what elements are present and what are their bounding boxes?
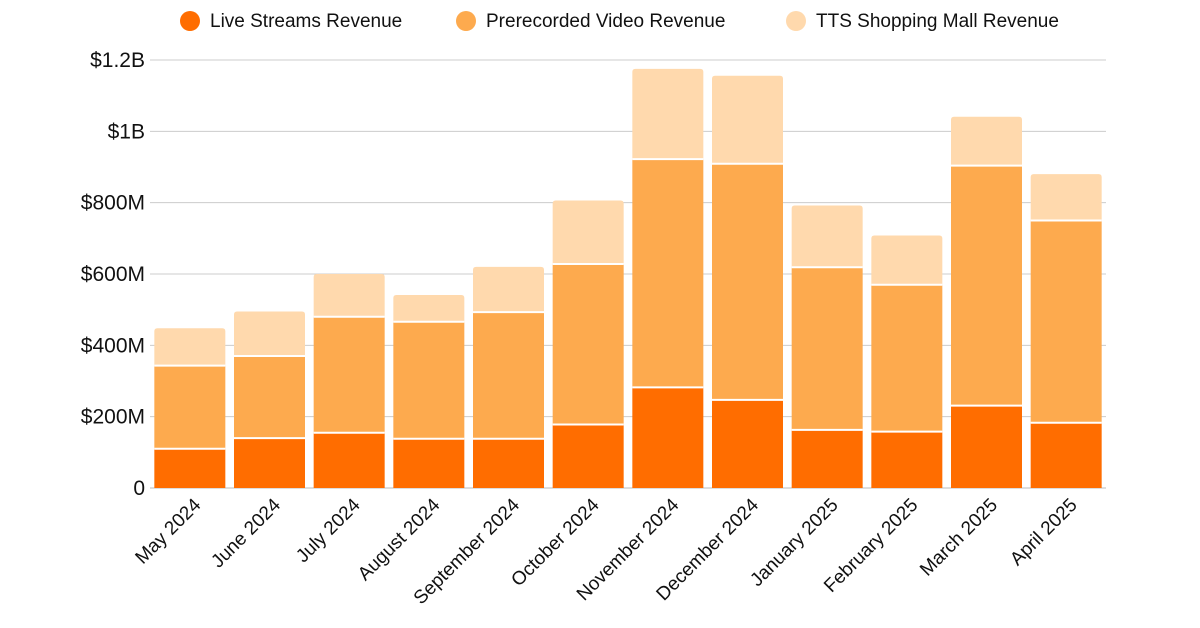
bar-tts-shopping-mall-revenue bbox=[154, 328, 226, 366]
legend-label: Live Streams Revenue bbox=[210, 11, 402, 32]
bar-tts-shopping-mall-revenue bbox=[791, 205, 863, 268]
legend: Live Streams Revenue Prerecorded Video Re… bbox=[180, 11, 1059, 32]
bar-prerecorded-video-revenue bbox=[712, 163, 783, 400]
y-tick-label: $1B bbox=[108, 120, 145, 143]
y-tick-label: $400M bbox=[81, 334, 145, 357]
bar-live-streams-revenue bbox=[1030, 422, 1102, 488]
y-tick-label: $1.2B bbox=[90, 49, 145, 72]
bar-prerecorded-video-revenue bbox=[473, 312, 544, 439]
x-category-label: May 2024 bbox=[132, 494, 206, 568]
bar-tts-shopping-mall-revenue bbox=[1030, 174, 1102, 221]
bar-tts-shopping-mall-revenue bbox=[632, 68, 704, 160]
bar-live-streams-revenue bbox=[473, 438, 544, 488]
bar-tts-shopping-mall-revenue bbox=[951, 116, 1022, 166]
bars bbox=[154, 68, 1102, 488]
x-category-label: April 2025 bbox=[1006, 495, 1081, 570]
bar-prerecorded-video-revenue bbox=[632, 159, 704, 388]
bar-live-streams-revenue bbox=[871, 431, 943, 488]
bar-prerecorded-video-revenue bbox=[791, 267, 863, 430]
bar-tts-shopping-mall-revenue bbox=[234, 311, 305, 357]
bar-live-streams-revenue bbox=[632, 387, 704, 488]
bar-live-streams-revenue bbox=[791, 429, 863, 488]
x-category-label: March 2025 bbox=[916, 495, 1002, 581]
y-tick-label: 0 bbox=[133, 477, 145, 500]
bar-live-streams-revenue bbox=[552, 424, 624, 488]
bar-live-streams-revenue bbox=[712, 399, 783, 488]
bar-prerecorded-video-revenue bbox=[552, 264, 624, 425]
bar-live-streams-revenue bbox=[154, 448, 226, 488]
x-category-label: June 2024 bbox=[207, 494, 285, 572]
x-category-label: July 2024 bbox=[292, 494, 365, 567]
bar-tts-shopping-mall-revenue bbox=[473, 266, 544, 313]
legend-label: Prerecorded Video Revenue bbox=[486, 11, 725, 32]
bar-prerecorded-video-revenue bbox=[154, 365, 226, 449]
bar-prerecorded-video-revenue bbox=[871, 284, 943, 432]
legend-swatch bbox=[180, 11, 200, 31]
bar-prerecorded-video-revenue bbox=[951, 165, 1022, 406]
x-category-label: August 2024 bbox=[354, 494, 445, 585]
bar-tts-shopping-mall-revenue bbox=[712, 75, 783, 164]
bar-live-streams-revenue bbox=[951, 405, 1022, 488]
bar-live-streams-revenue bbox=[313, 432, 385, 488]
bar-tts-shopping-mall-revenue bbox=[871, 235, 943, 285]
legend-swatch bbox=[456, 11, 476, 31]
bar-tts-shopping-mall-revenue bbox=[313, 274, 385, 317]
bar-prerecorded-video-revenue bbox=[313, 316, 385, 433]
bar-prerecorded-video-revenue bbox=[234, 356, 305, 439]
bar-tts-shopping-mall-revenue bbox=[393, 295, 465, 322]
bar-tts-shopping-mall-revenue bbox=[552, 200, 624, 265]
legend-swatch bbox=[786, 11, 806, 31]
y-tick-label: $600M bbox=[81, 263, 145, 286]
y-tick-label: $800M bbox=[81, 192, 145, 215]
bar-live-streams-revenue bbox=[234, 438, 305, 488]
bar-prerecorded-video-revenue bbox=[393, 321, 465, 439]
legend-label: TTS Shopping Mall Revenue bbox=[816, 11, 1059, 32]
bar-prerecorded-video-revenue bbox=[1030, 220, 1102, 423]
y-tick-label: $200M bbox=[81, 406, 145, 429]
bar-live-streams-revenue bbox=[393, 438, 465, 488]
grid-lines bbox=[150, 59, 1106, 489]
y-axis-tick-labels: 0 $200M $400M $600M $800M $1B $1.2B bbox=[81, 49, 145, 500]
